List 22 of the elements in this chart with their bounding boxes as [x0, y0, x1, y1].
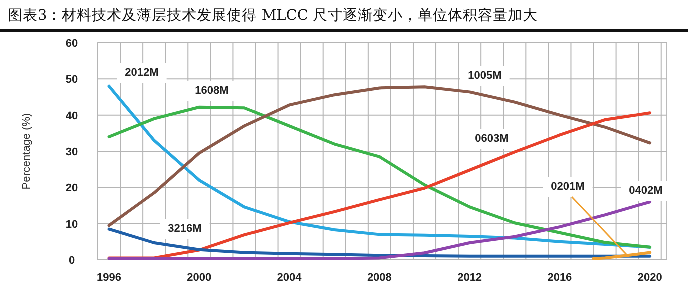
series-label: 3216M [168, 223, 202, 235]
series-label: 1608M [195, 85, 229, 97]
y-tick-label: 10 [66, 218, 78, 231]
series-label: 1005M [468, 70, 502, 82]
x-tick-label: 2000 [187, 272, 212, 284]
y-tick-label: 0 [68, 255, 76, 267]
y-tick-label: 40 [66, 110, 78, 122]
y-tick-label: 60 [66, 38, 78, 50]
x-tick-label: 2016 [548, 272, 572, 284]
y-tick-label: 30 [66, 146, 78, 158]
x-tick-label: 2012 [458, 272, 482, 284]
series-label: 0402M [629, 185, 663, 197]
y-axis-title: Percentage (%) [21, 113, 33, 190]
x-tick-label: 1996 [97, 272, 122, 284]
chart-title: 图表3：材料技术及薄层技术发展使得 MLCC 尺寸逐渐变小，单位体积容量加大 [8, 7, 538, 24]
y-tick-label: 50 [66, 74, 78, 86]
x-tick-label: 2020 [638, 272, 662, 284]
x-tick-label: 2004 [277, 272, 303, 284]
y-tick-label: 20 [66, 182, 78, 195]
series-label: 2012M [125, 67, 159, 79]
x-tick-label: 2008 [367, 272, 392, 284]
series-label: 0603M [475, 133, 509, 145]
